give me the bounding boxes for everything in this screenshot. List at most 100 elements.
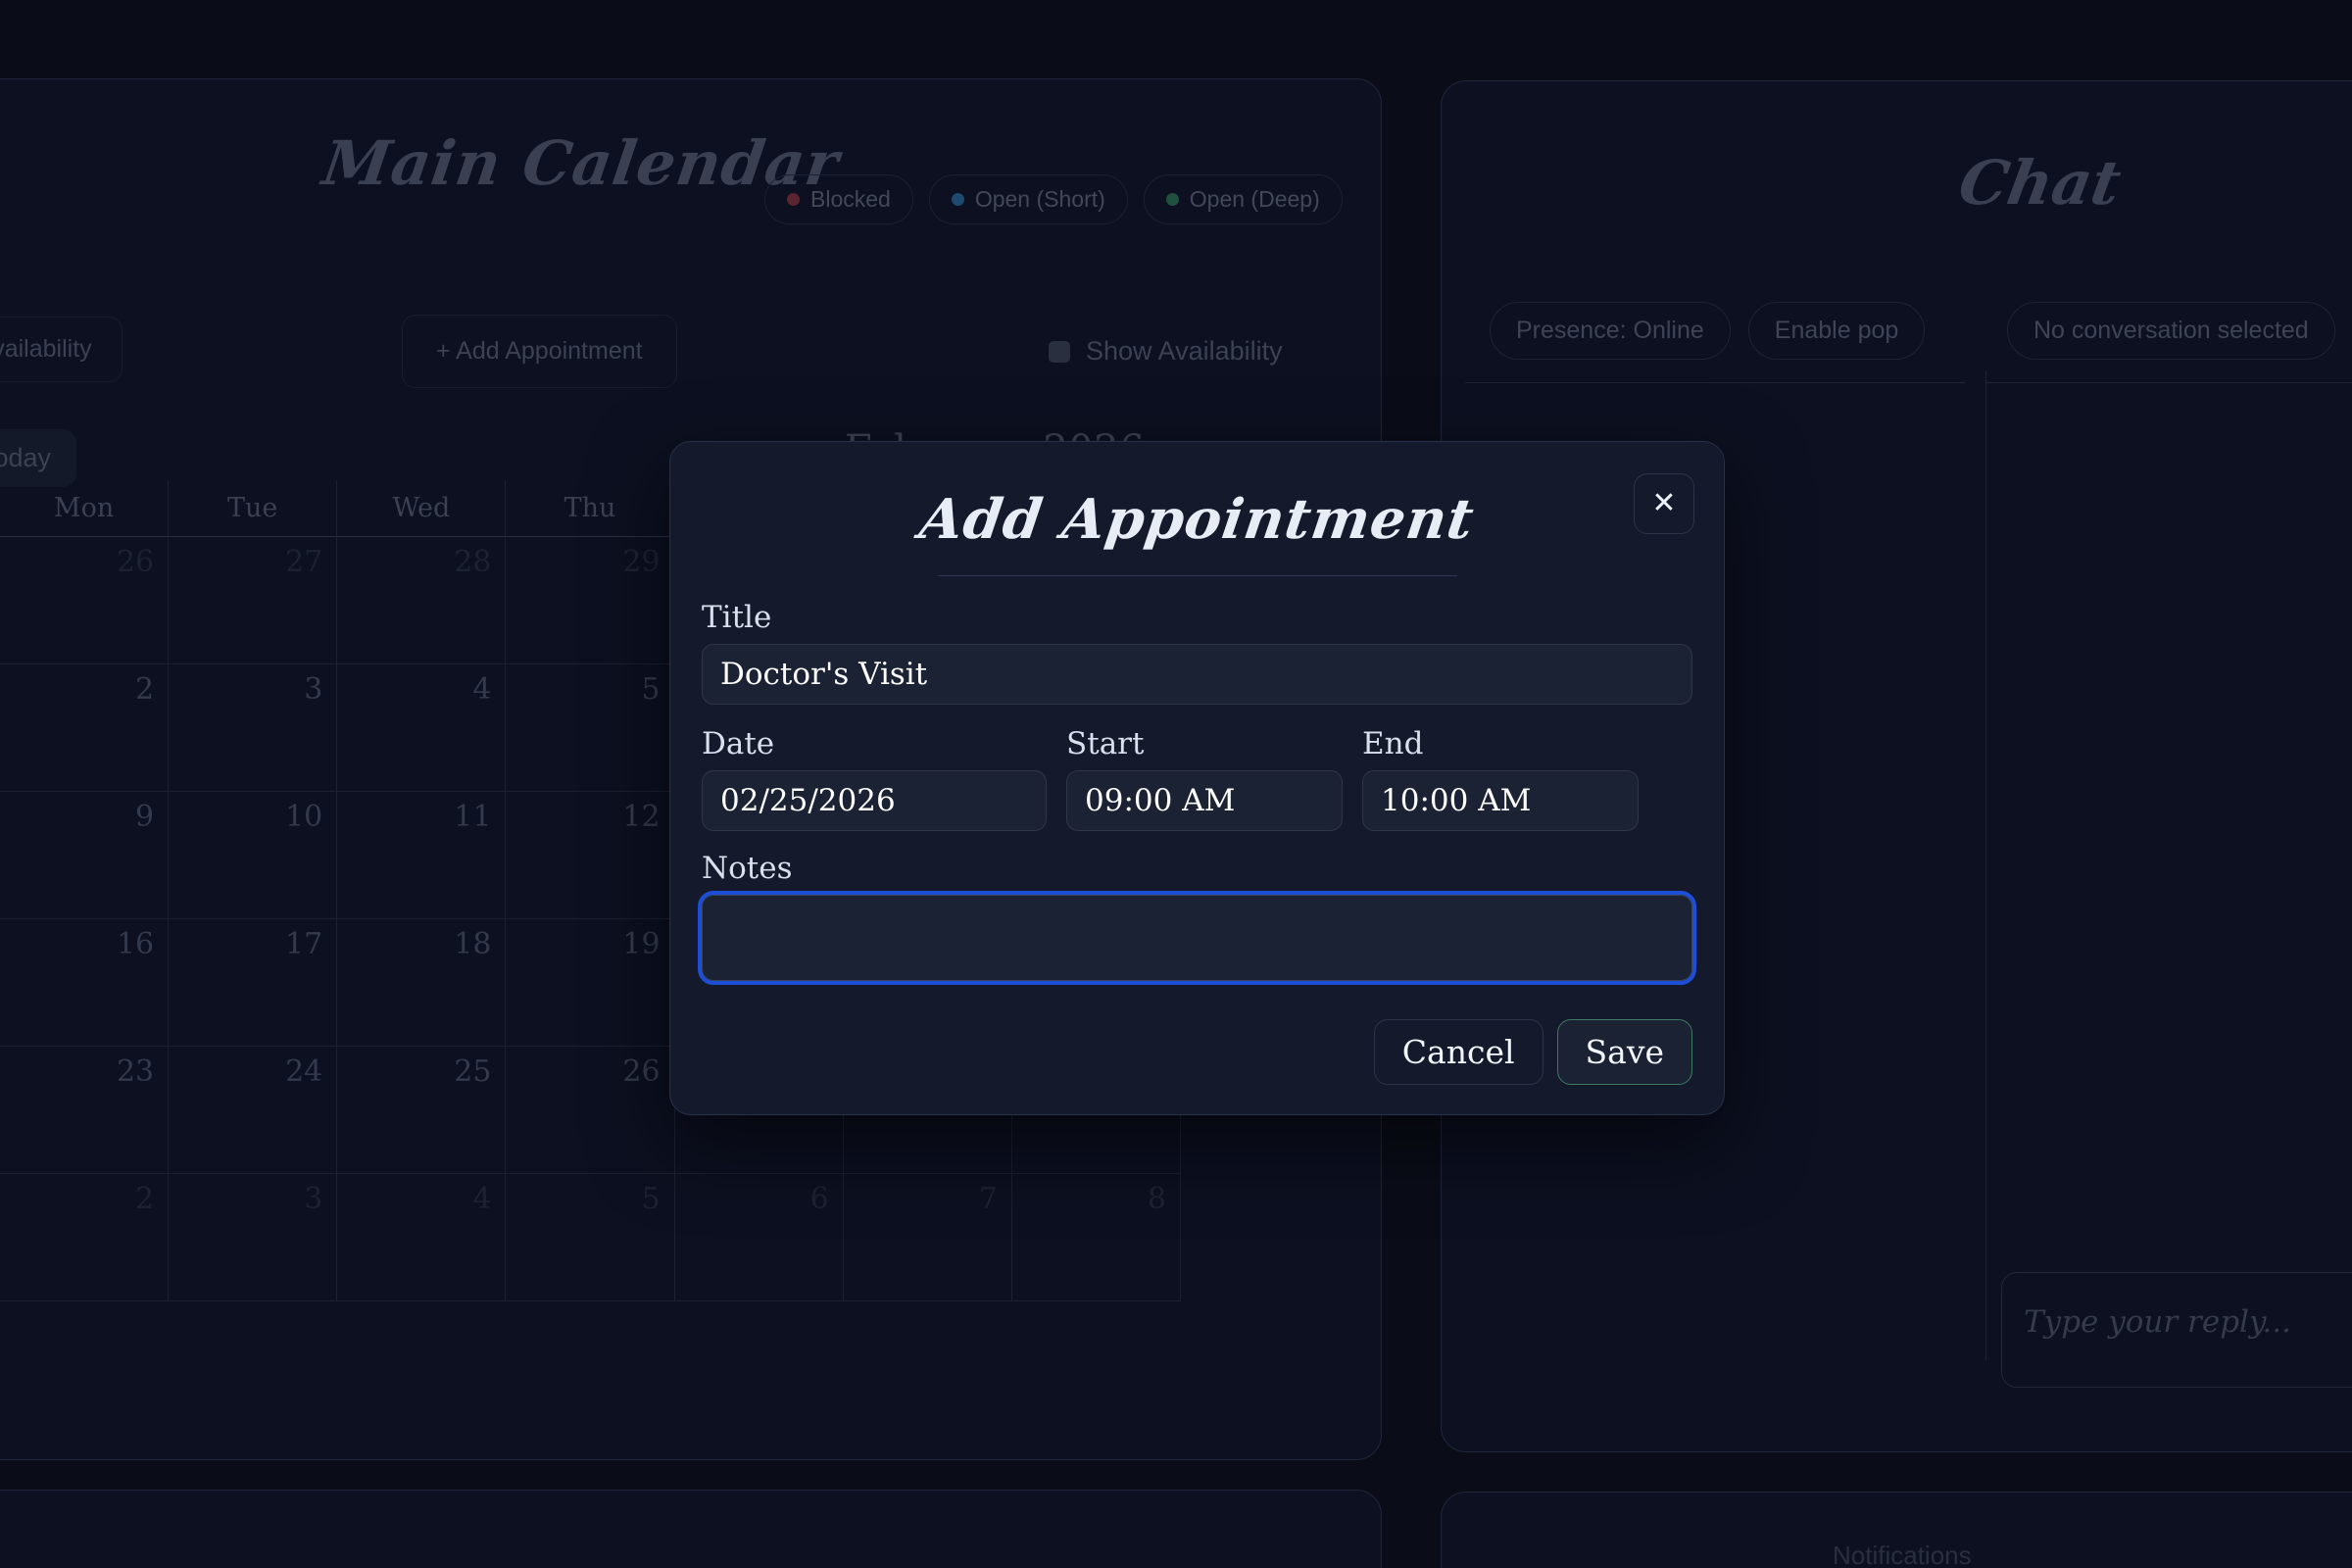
calendar-day-number: 16 xyxy=(116,927,155,961)
calendar-day-number: 18 xyxy=(454,927,492,961)
title-field-group: Title xyxy=(702,600,1692,705)
end-input[interactable] xyxy=(1362,770,1639,831)
calendar-day-number: 4 xyxy=(472,1182,492,1216)
calendar-toolbar: Availability + Add Appointment Show Avai… xyxy=(0,315,1666,395)
calendar-day-number: 25 xyxy=(454,1054,492,1089)
chat-divider-vertical xyxy=(1985,370,1986,1360)
calendar-day-number: 2 xyxy=(135,672,155,707)
calendar-day-number: 3 xyxy=(304,1182,323,1216)
checkbox-icon xyxy=(1049,340,1070,363)
calendar-day-cell[interactable]: 5 xyxy=(506,1174,675,1301)
legend-item-open-short[interactable]: Open (Short) xyxy=(928,174,1128,224)
modal-title: Add Appointment xyxy=(915,487,1479,552)
calendar-day-number: 17 xyxy=(285,927,323,961)
calendar-day-cell[interactable]: 5 xyxy=(506,664,675,792)
calendar-day-number: 29 xyxy=(622,545,661,579)
start-input[interactable] xyxy=(1066,770,1343,831)
datetime-row: Date Start End xyxy=(702,726,1692,831)
calendar-day-cell[interactable]: 19 xyxy=(506,919,675,1047)
lower-right-label: Notifications xyxy=(1833,1541,1972,1568)
calendar-day-cell[interactable]: 12 xyxy=(506,792,675,919)
calendar-day-number: 8 xyxy=(1147,1182,1166,1216)
notes-label: Notes xyxy=(702,851,793,886)
calendar-day-number: 28 xyxy=(454,545,492,579)
cancel-button[interactable]: Cancel xyxy=(1373,1019,1544,1085)
calendar-day-number: 7 xyxy=(978,1182,998,1216)
calendar-day-number: 10 xyxy=(285,800,323,834)
calendar-day-cell[interactable]: 2 xyxy=(0,1174,170,1301)
legend-dot-icon xyxy=(1165,193,1179,206)
calendar-day-cell[interactable]: 7 xyxy=(843,1174,1012,1301)
calendar-day-cell[interactable]: 26 xyxy=(0,537,170,664)
date-field-group: Date xyxy=(702,726,1047,831)
calendar-day-cell[interactable]: 9 xyxy=(0,792,170,919)
calendar-day-number: 23 xyxy=(116,1054,155,1089)
add-appointment-button[interactable]: + Add Appointment xyxy=(402,315,677,388)
title-label: Title xyxy=(702,600,772,635)
legend-item-open-deep[interactable]: Open (Deep) xyxy=(1143,174,1343,224)
show-availability-label: Show Availability xyxy=(1086,336,1283,366)
day-of-week-header: Tue xyxy=(169,480,338,537)
modal-actions: Cancel Save xyxy=(702,1019,1692,1085)
calendar-day-cell[interactable]: 16 xyxy=(0,919,170,1047)
start-label: Start xyxy=(1066,726,1145,761)
calendar-day-cell[interactable]: 4 xyxy=(337,1174,507,1301)
calendar-day-number: 9 xyxy=(135,800,155,834)
add-appointment-modal: Add Appointment ✕ Title Date Start End N… xyxy=(669,441,1725,1115)
calendar-day-number: 11 xyxy=(454,800,492,834)
reply-input[interactable]: Type your reply... xyxy=(2001,1272,2352,1388)
calendar-day-number: 26 xyxy=(622,1054,661,1089)
presence-button[interactable]: Presence: Online xyxy=(1490,302,1731,360)
calendar-day-cell[interactable]: 11 xyxy=(337,792,507,919)
chat-divider-right xyxy=(1985,382,2352,383)
calendar-day-number: 24 xyxy=(285,1054,323,1089)
calendar-day-cell[interactable]: 8 xyxy=(1011,1174,1181,1301)
chat-conversation-status: No conversation selected xyxy=(2007,302,2335,360)
calendar-day-cell[interactable]: 25 xyxy=(337,1047,507,1174)
calendar-day-cell[interactable]: 28 xyxy=(337,537,507,664)
title-input[interactable] xyxy=(702,644,1692,705)
calendar-day-cell[interactable]: 3 xyxy=(169,664,338,792)
calendar-day-cell[interactable]: 17 xyxy=(169,919,338,1047)
date-label: Date xyxy=(702,726,775,761)
legend-label: Open (Short) xyxy=(974,186,1105,212)
end-label: End xyxy=(1362,726,1424,761)
enable-pop-button[interactable]: Enable pop xyxy=(1747,302,1926,360)
notes-field-group: Notes xyxy=(698,851,1696,986)
save-button[interactable]: Save xyxy=(1556,1019,1692,1085)
calendar-day-number: 5 xyxy=(641,1182,661,1216)
calendar-day-number: 2 xyxy=(135,1182,155,1216)
calendar-day-number: 26 xyxy=(116,545,155,579)
calendar-day-cell[interactable]: 18 xyxy=(337,919,507,1047)
notes-input[interactable] xyxy=(698,891,1696,985)
calendar-day-cell[interactable]: 6 xyxy=(674,1174,844,1301)
legend-item-blocked[interactable]: Blocked xyxy=(764,174,913,224)
close-icon[interactable]: ✕ xyxy=(1634,473,1694,534)
today-button[interactable]: today xyxy=(0,429,77,487)
chat-controls: Presence: Online Enable pop xyxy=(1490,302,1926,360)
calendar-day-number: 19 xyxy=(622,927,661,961)
lower-right-panel xyxy=(1441,1492,2352,1568)
end-field-group: End xyxy=(1362,726,1639,831)
date-input[interactable] xyxy=(702,770,1047,831)
calendar-day-cell[interactable]: 29 xyxy=(506,537,675,664)
day-of-week-header: Thu xyxy=(506,480,675,537)
calendar-day-number: 12 xyxy=(622,800,661,834)
show-availability-checkbox[interactable]: Show Availability xyxy=(1049,336,1283,367)
modal-divider xyxy=(937,575,1457,576)
calendar-day-cell[interactable]: 23 xyxy=(0,1047,170,1174)
calendar-day-number: 4 xyxy=(472,672,492,707)
calendar-day-cell[interactable]: 27 xyxy=(169,537,338,664)
calendar-day-cell[interactable]: 4 xyxy=(337,664,507,792)
calendar-day-number: 3 xyxy=(304,672,323,707)
calendar-day-cell[interactable]: 24 xyxy=(169,1047,338,1174)
lower-left-panel xyxy=(0,1490,1382,1568)
calendar-day-cell[interactable]: 3 xyxy=(169,1174,338,1301)
legend-dot-icon xyxy=(951,193,964,206)
calendar-day-cell[interactable]: 10 xyxy=(169,792,338,919)
calendar-day-cell[interactable]: 2 xyxy=(0,664,170,792)
calendar-legend: Blocked Open (Short) Open (Deep) xyxy=(764,174,1343,224)
calendar-day-cell[interactable]: 26 xyxy=(506,1047,675,1174)
availability-button[interactable]: Availability xyxy=(0,317,122,382)
